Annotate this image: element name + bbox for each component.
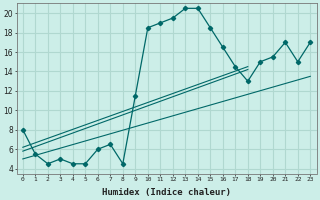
X-axis label: Humidex (Indice chaleur): Humidex (Indice chaleur)	[102, 188, 231, 197]
